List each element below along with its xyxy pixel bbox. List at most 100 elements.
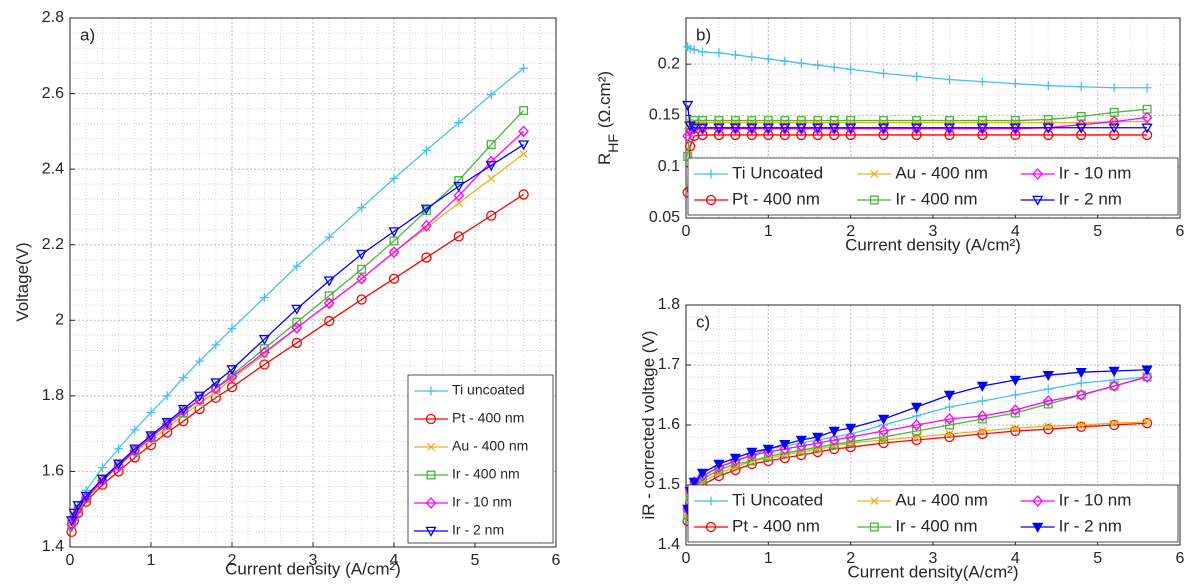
marker	[762, 123, 774, 134]
x-tick-label: 3	[929, 223, 938, 240]
marker	[66, 526, 77, 538]
marker	[357, 203, 367, 213]
marker	[911, 129, 922, 141]
marker	[485, 155, 497, 168]
y-axis-label: RHF (Ω.cm²)	[595, 71, 620, 165]
marker	[697, 470, 708, 482]
x-tick-label: 5	[471, 552, 480, 569]
legend-label: Ir - 10 nm	[1059, 490, 1132, 509]
marker	[878, 425, 889, 437]
y-tick-label: 0.1	[658, 158, 680, 175]
marker	[1142, 83, 1152, 93]
marker	[211, 340, 221, 350]
marker	[911, 419, 922, 431]
marker	[1110, 419, 1119, 428]
marker	[388, 227, 400, 238]
marker	[696, 123, 709, 134]
marker	[1141, 123, 1153, 134]
marker	[259, 359, 270, 370]
x-tick-label: 1	[764, 550, 773, 567]
marker	[779, 123, 791, 134]
marker	[291, 337, 302, 349]
x-tick-label: 0	[682, 550, 691, 567]
marker	[226, 371, 238, 383]
marker	[684, 141, 696, 152]
panel-label: a)	[80, 25, 95, 44]
marker	[912, 411, 922, 421]
marker	[1009, 123, 1021, 134]
marker	[877, 123, 890, 134]
marker	[870, 496, 879, 506]
marker	[685, 44, 695, 54]
marker	[944, 431, 955, 443]
marker	[746, 129, 758, 141]
marker	[292, 317, 302, 327]
marker	[259, 346, 270, 359]
series-line	[686, 108, 1148, 157]
marker	[869, 195, 879, 205]
marker	[846, 64, 856, 74]
marker	[1010, 408, 1020, 418]
marker	[1009, 375, 1021, 386]
marker	[1109, 83, 1119, 93]
series-line	[71, 130, 525, 525]
marker	[912, 426, 922, 436]
legend-label: Pt - 400 nm	[732, 516, 820, 535]
y-tick-label: 1.8	[42, 387, 64, 404]
series-line	[687, 120, 1148, 127]
marker	[730, 129, 741, 141]
marker	[912, 71, 922, 81]
marker	[356, 294, 367, 305]
marker	[762, 444, 774, 455]
panel: 0 1 2 3 4 5 6 1.4 1.5 1.6 1.7 1.8 c) Current density(…	[639, 296, 1184, 581]
marker	[1032, 195, 1044, 206]
x-tick-label: 5	[1093, 550, 1102, 567]
marker	[323, 276, 335, 287]
marker	[1043, 384, 1053, 394]
y-tick-label: 0.2	[658, 55, 680, 72]
y-tick-label: 1.6	[658, 416, 680, 433]
marker	[812, 123, 824, 134]
marker	[910, 123, 923, 134]
marker	[828, 123, 840, 134]
marker	[324, 232, 334, 242]
marker	[1141, 111, 1153, 124]
marker	[698, 477, 707, 487]
series-line	[687, 46, 1148, 89]
marker	[356, 272, 367, 285]
marker	[697, 129, 708, 141]
marker	[129, 444, 141, 455]
marker	[453, 189, 465, 202]
legend-label: Ir - 10 nm	[452, 494, 512, 510]
y-tick-label: 2	[55, 312, 64, 329]
axes-frame	[685, 304, 1181, 546]
y-tick-label: 1.4	[658, 536, 680, 553]
x-axis-label: Current density (A/cm²)	[225, 559, 401, 578]
marker	[291, 321, 303, 334]
marker	[519, 106, 529, 116]
marker	[517, 140, 530, 151]
y-axis-label: iR - corrected voltage (V)	[639, 331, 658, 520]
marker	[684, 121, 696, 132]
series-line	[71, 144, 524, 521]
marker	[795, 435, 807, 446]
marker	[779, 129, 790, 141]
marker	[454, 199, 463, 208]
x-tick-label: 2	[228, 552, 237, 569]
marker	[210, 378, 222, 389]
marker	[911, 434, 922, 446]
marker	[193, 391, 206, 402]
marker	[485, 161, 497, 172]
series-line	[687, 105, 1148, 129]
marker	[828, 434, 840, 446]
marker	[688, 477, 700, 488]
y-axis-label-unit: (Ω.cm²)	[595, 71, 614, 128]
legend-label: Ir - 2 nm	[1059, 189, 1122, 208]
y-tick-label: 1.4	[42, 538, 64, 555]
marker	[877, 414, 890, 425]
marker	[682, 100, 694, 112]
marker	[1042, 395, 1054, 407]
marker	[113, 466, 124, 477]
x-axis-label: Current density (A/cm²)	[845, 235, 1021, 254]
series-line	[71, 153, 524, 525]
